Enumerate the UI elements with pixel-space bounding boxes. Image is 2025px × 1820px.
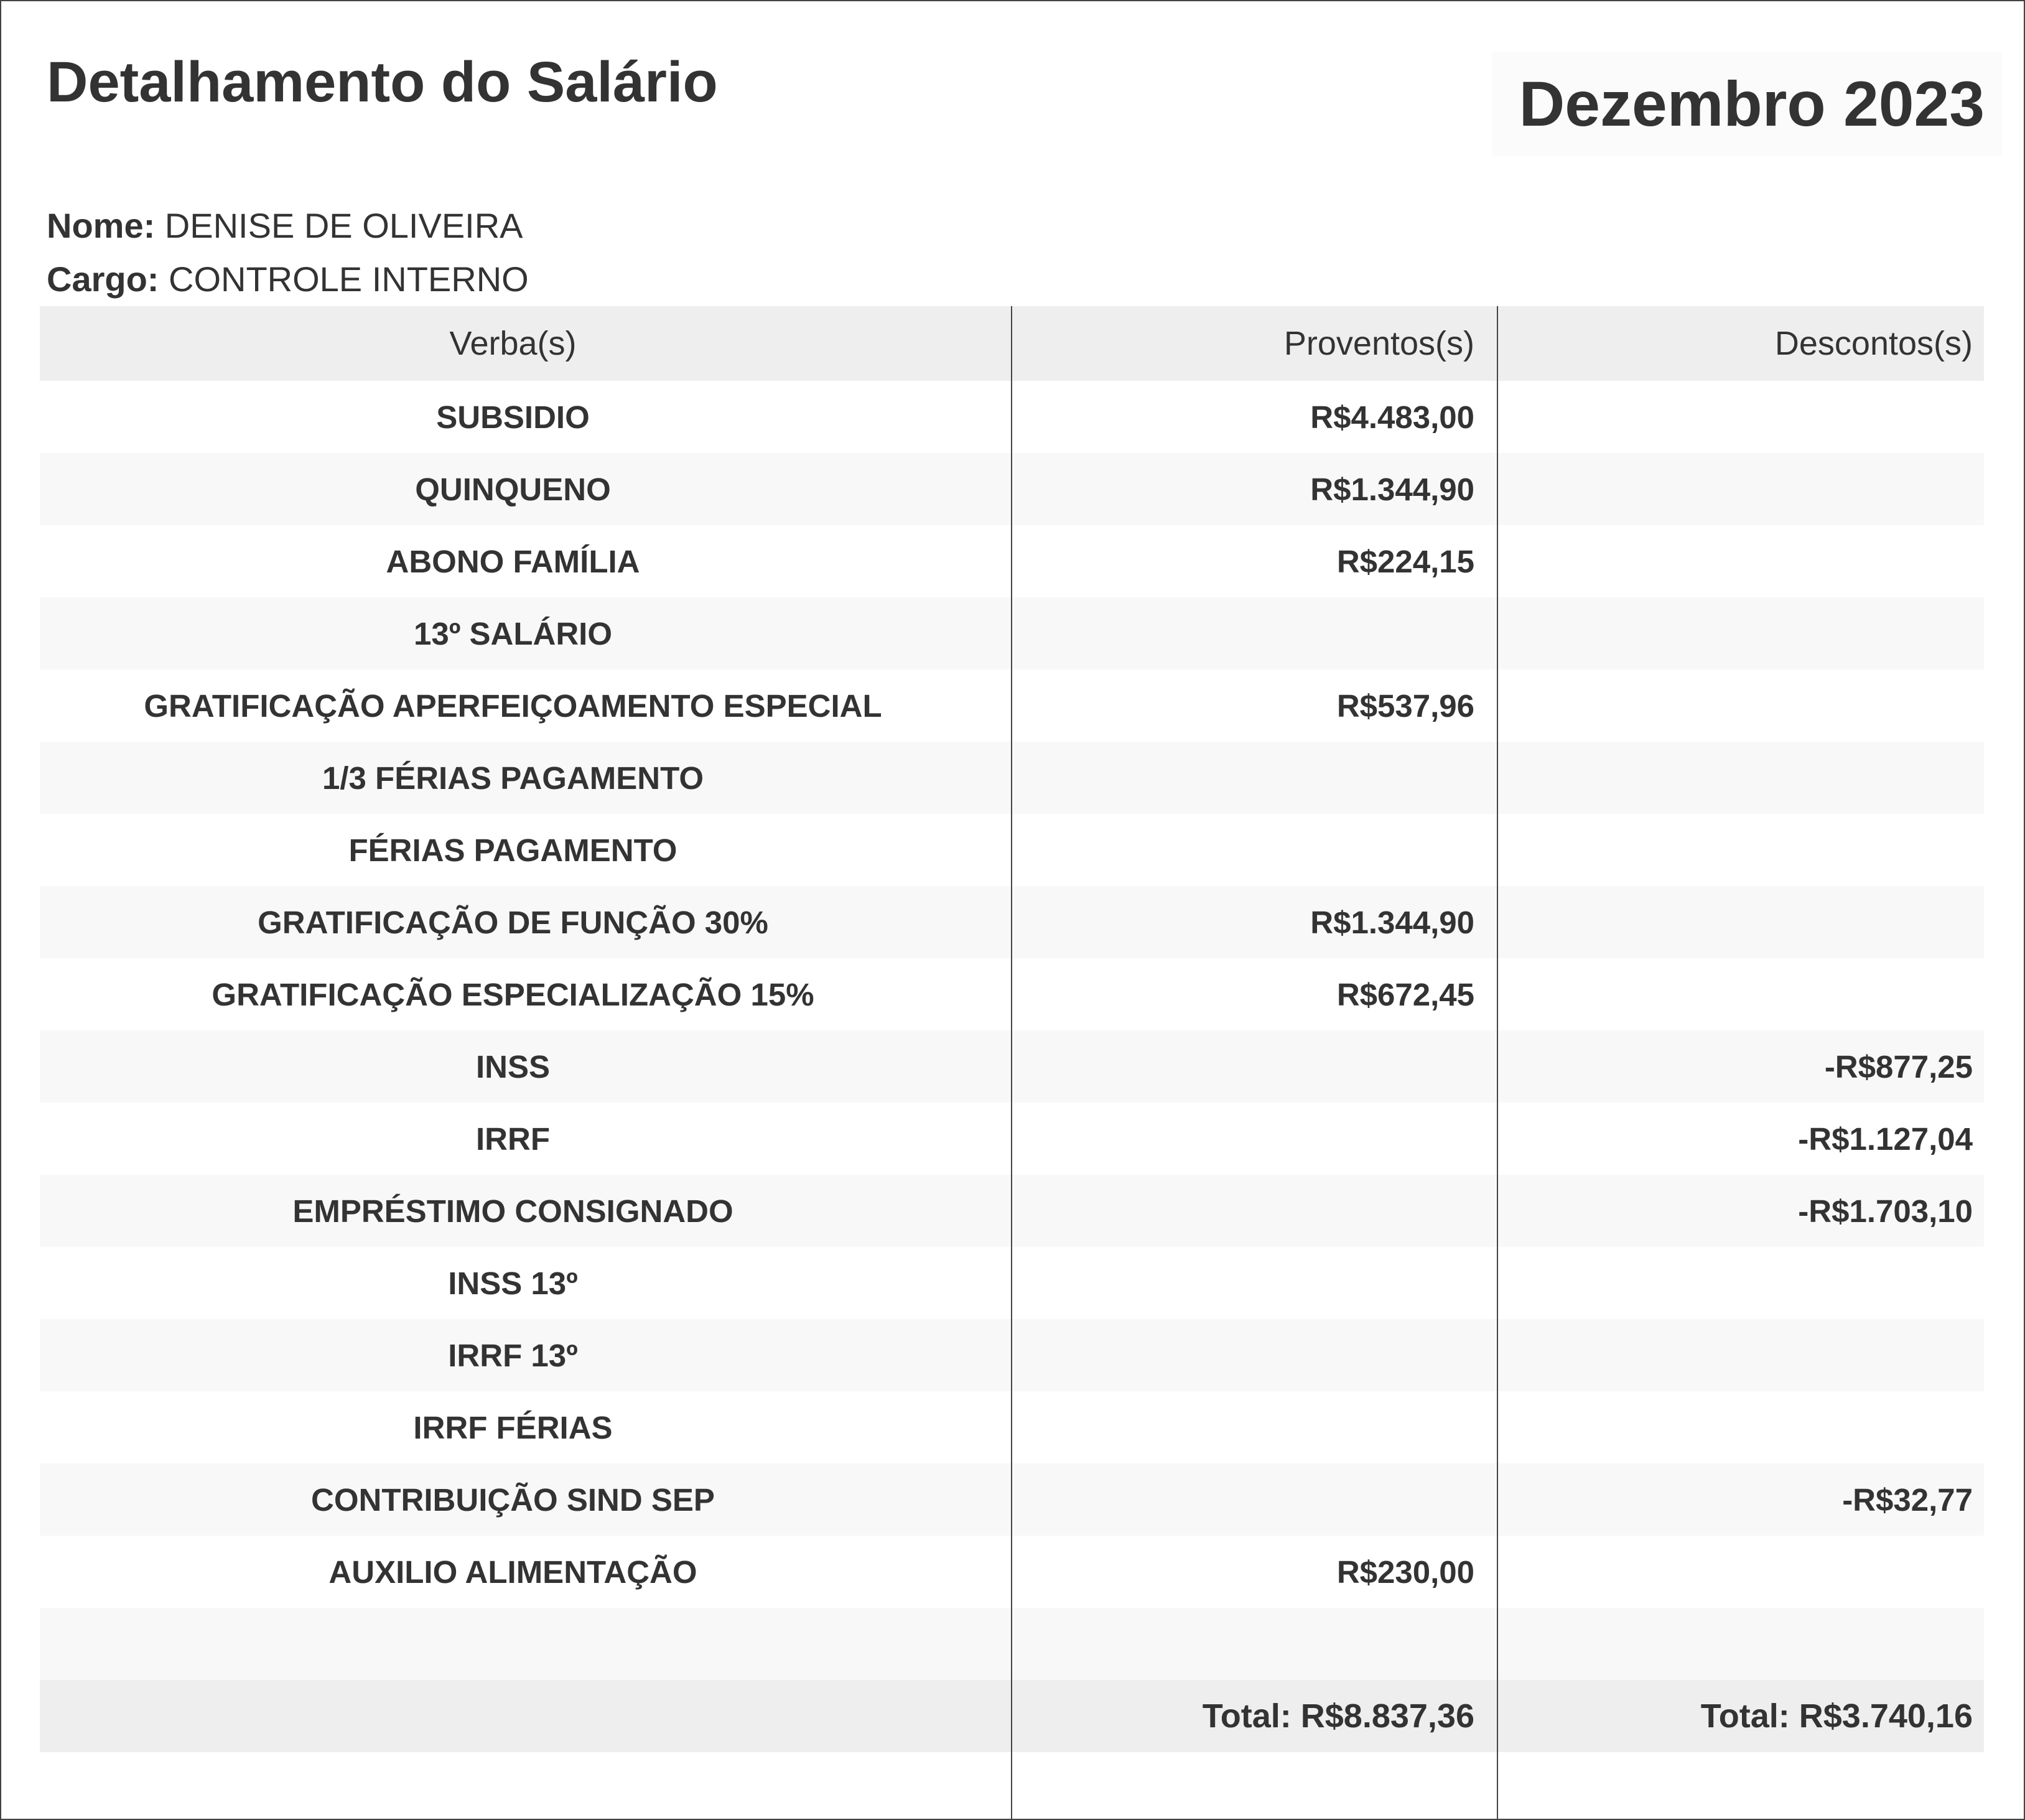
proventos-cell: R$1.344,90 [1310, 471, 1474, 507]
verba-cell: GRATIFICAÇÃO ESPECIALIZAÇÃO 15% [212, 976, 814, 1012]
table-row: AUXILIO ALIMENTAÇÃO R$230,00 [40, 1536, 1984, 1608]
column-header-proventos: Proventos(s) [1283, 325, 1474, 362]
column-divider [1497, 306, 1498, 1820]
name-value: DENISE DE OLIVEIRA [164, 206, 523, 245]
verba-cell: EMPRÉSTIMO CONSIGNADO [292, 1193, 733, 1229]
table-row: IRRF FÉRIAS [40, 1391, 1984, 1463]
verba-cell: CONTRIBUIÇÃO SIND SEP [311, 1482, 715, 1518]
column-divider [1011, 306, 1012, 1820]
employee-role: Cargo: CONTROLE INTERNO [47, 259, 529, 299]
verba-cell: IRRF 13º [448, 1337, 578, 1373]
descontos-cell: -R$32,77 [1842, 1482, 1973, 1518]
proventos-cell: R$224,15 [1336, 543, 1474, 579]
verba-cell: INSS 13º [448, 1265, 578, 1301]
verba-cell: FÉRIAS PAGAMENTO [348, 832, 677, 868]
descontos-cell: -R$1.703,10 [1798, 1193, 1973, 1229]
total-descontos: Total: R$3.740,16 [1700, 1697, 1973, 1735]
role-label: Cargo: [47, 259, 159, 299]
proventos-cell: R$672,45 [1336, 976, 1474, 1012]
page-title: Detalhamento do Salário [47, 50, 718, 114]
proventos-cell: R$4.483,00 [1310, 399, 1474, 435]
column-header-verba: Verba(s) [449, 325, 577, 362]
descontos-cell: -R$1.127,04 [1798, 1121, 1973, 1157]
table-row: ABONO FAMÍLIA R$224,15 [40, 525, 1984, 597]
verba-cell: GRATIFICAÇÃO APERFEIÇOAMENTO ESPECIAL [144, 688, 882, 724]
employee-name: Nome: DENISE DE OLIVEIRA [47, 205, 523, 246]
verba-cell: 1/3 FÉRIAS PAGAMENTO [322, 760, 704, 796]
table-row: INSS 13º [40, 1247, 1984, 1319]
table-row: GRATIFICAÇÃO ESPECIALIZAÇÃO 15% R$672,45 [40, 958, 1984, 1030]
verba-cell: GRATIFICAÇÃO DE FUNÇÃO 30% [258, 904, 768, 940]
verba-cell: QUINQUENO [415, 471, 611, 507]
period-label: Dezembro 2023 [1492, 52, 2002, 156]
descontos-cell: -R$877,25 [1824, 1048, 1973, 1085]
name-label: Nome: [47, 206, 156, 245]
table-row: IRRF -R$1.127,04 [40, 1103, 1984, 1175]
table-row: SUBSIDIO R$4.483,00 [40, 381, 1984, 453]
verba-cell: 13º SALÁRIO [413, 615, 613, 651]
table-row: FÉRIAS PAGAMENTO [40, 814, 1984, 886]
verba-cell: AUXILIO ALIMENTAÇÃO [328, 1554, 697, 1590]
verba-cell: SUBSIDIO [436, 399, 590, 435]
verba-cell: INSS [475, 1048, 551, 1085]
proventos-cell: R$230,00 [1336, 1554, 1474, 1590]
verba-cell: ABONO FAMÍLIA [386, 543, 640, 579]
proventos-cell: R$1.344,90 [1310, 904, 1474, 940]
verba-cell: IRRF [476, 1121, 550, 1157]
column-header-descontos: Descontos(s) [1774, 325, 1973, 362]
total-proventos: Total: R$8.837,36 [1202, 1697, 1474, 1735]
table-row: GRATIFICAÇÃO APERFEIÇOAMENTO ESPECIAL R$5… [40, 670, 1984, 742]
role-value: CONTROLE INTERNO [169, 259, 529, 299]
proventos-cell: R$537,96 [1336, 688, 1474, 724]
verba-cell: IRRF FÉRIAS [413, 1409, 613, 1445]
